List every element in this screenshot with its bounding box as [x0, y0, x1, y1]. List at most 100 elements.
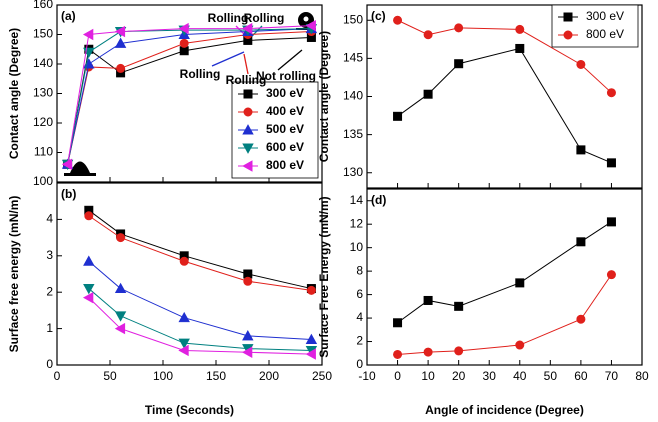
annotation: Rolling [208, 11, 249, 25]
marker [606, 88, 616, 98]
y-tick-label: 8 [356, 263, 363, 277]
marker [179, 256, 189, 266]
legend-label: 300 eV [266, 86, 304, 100]
marker [178, 22, 189, 35]
marker [393, 111, 403, 121]
x-tick-label: 100 [153, 369, 173, 383]
marker [61, 158, 73, 171]
x-axis-label: Angle of incidence (Degree) [425, 403, 584, 417]
y-axis-label: Contact angle (Degree) [7, 28, 21, 159]
arrow [243, 53, 249, 75]
plot-frame [56, 182, 323, 366]
y-tick-label: 1 [46, 321, 53, 335]
marker [576, 237, 586, 247]
marker [114, 311, 127, 322]
legend-label: 600 eV [266, 140, 304, 154]
series-line [88, 209, 312, 290]
surface-icon [64, 173, 96, 176]
legend-label: 300 eV [586, 9, 624, 23]
series-line [397, 221, 612, 324]
x-tick-label: 0 [394, 369, 401, 383]
y-tick-label: 145 [343, 51, 363, 65]
marker [515, 340, 525, 350]
droplet-highlight [303, 16, 309, 22]
marker [82, 291, 94, 304]
annotation: Not rolling [256, 69, 316, 83]
y-tick-label: 100 [33, 174, 53, 188]
legend-label: 800 eV [266, 158, 304, 172]
legend-label: 800 eV [586, 27, 624, 41]
x-tick-label: 250 [312, 369, 332, 383]
marker [243, 276, 253, 286]
marker [454, 301, 464, 311]
droplet-icon [70, 161, 90, 173]
legend-marker [242, 124, 254, 135]
arrow [211, 51, 245, 67]
x-tick-label: -10 [358, 369, 376, 383]
annotation: Rolling [226, 73, 267, 87]
y-axis-label: Contact angle (Degree) [317, 31, 331, 162]
marker [178, 311, 190, 323]
marker [606, 158, 616, 168]
x-tick-label: 200 [259, 369, 279, 383]
marker [515, 278, 525, 288]
x-axis-label: Time (Seconds) [145, 403, 234, 417]
y-tick-label: 160 [33, 0, 53, 11]
y-axis-label: Surface Free Energy (mN/m) [317, 196, 331, 357]
marker [178, 338, 190, 349]
panel-label: (c) [371, 9, 386, 23]
marker [114, 322, 126, 335]
x-tick-label: 80 [635, 369, 649, 383]
marker [576, 314, 586, 324]
x-tick-label: 60 [574, 369, 588, 383]
series-line [88, 288, 312, 351]
marker [515, 24, 525, 34]
marker [423, 295, 433, 305]
y-tick-label: 0 [46, 357, 53, 371]
series-line [67, 28, 312, 165]
marker [393, 318, 403, 328]
x-tick-label: 0 [54, 369, 61, 383]
marker [83, 284, 95, 295]
marker [515, 43, 525, 53]
marker [305, 19, 316, 32]
marker [83, 255, 95, 266]
marker [576, 59, 586, 69]
series-line [397, 47, 612, 164]
marker [606, 270, 616, 280]
y-tick-label: 10 [350, 240, 364, 254]
series-line [67, 31, 312, 165]
y-tick-label: 150 [33, 27, 53, 41]
marker [393, 349, 403, 359]
legend-box [551, 4, 639, 48]
y-tick-label: 130 [343, 165, 363, 179]
marker [179, 38, 189, 48]
x-tick-label: 20 [452, 369, 466, 383]
marker [454, 346, 464, 356]
series-line [67, 28, 312, 165]
panel-label: (b) [61, 187, 76, 201]
y-tick-label: 150 [343, 12, 363, 26]
marker [423, 347, 433, 357]
y-tick-label: 140 [33, 56, 53, 70]
marker [423, 89, 433, 99]
legend-marker [563, 30, 573, 40]
marker [241, 346, 253, 358]
y-tick-label: 110 [34, 145, 53, 159]
x-tick-label: 30 [483, 369, 497, 383]
x-tick-label: 40 [513, 369, 527, 383]
marker [241, 22, 253, 35]
marker [114, 25, 126, 38]
legend-marker [242, 143, 254, 154]
y-tick-label: 2 [356, 334, 363, 348]
y-axis-label: Surface free energy (mN/m) [7, 196, 21, 353]
marker [454, 59, 464, 69]
marker [242, 330, 254, 341]
annotation: Rolling [244, 11, 285, 25]
arrow [277, 49, 303, 71]
y-tick-label: 135 [343, 127, 363, 141]
marker [305, 348, 316, 360]
plot-frame [366, 188, 643, 366]
